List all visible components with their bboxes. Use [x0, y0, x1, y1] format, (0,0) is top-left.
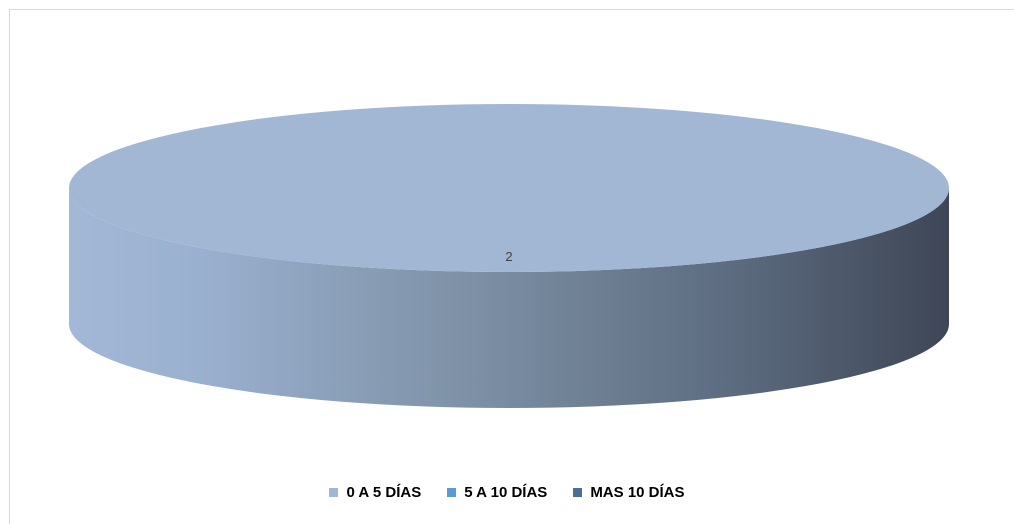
- legend-label: 0 A 5 DÍAS: [346, 484, 422, 501]
- pie-side-wall: [69, 188, 949, 408]
- data-label: 2: [505, 249, 512, 264]
- legend-label: 5 A 10 DÍAS: [464, 484, 548, 501]
- legend-item-mas-10-dias: MAS 10 DÍAS: [573, 484, 685, 501]
- chart-area: [9, 9, 1014, 524]
- legend-swatch: [329, 488, 339, 497]
- legend-item-0-a-5-dias: 0 A 5 DÍAS: [329, 484, 421, 501]
- legend-label: MAS 10 DÍAS: [590, 484, 685, 501]
- legend-swatch: [573, 488, 583, 497]
- pie-slice-0: [69, 104, 949, 272]
- legend: 0 A 5 DÍAS 5 A 10 DÍAS MAS 10 DÍAS: [0, 484, 1014, 501]
- legend-item-5-a-10-dias: 5 A 10 DÍAS: [447, 484, 547, 501]
- legend-swatch: [447, 488, 457, 497]
